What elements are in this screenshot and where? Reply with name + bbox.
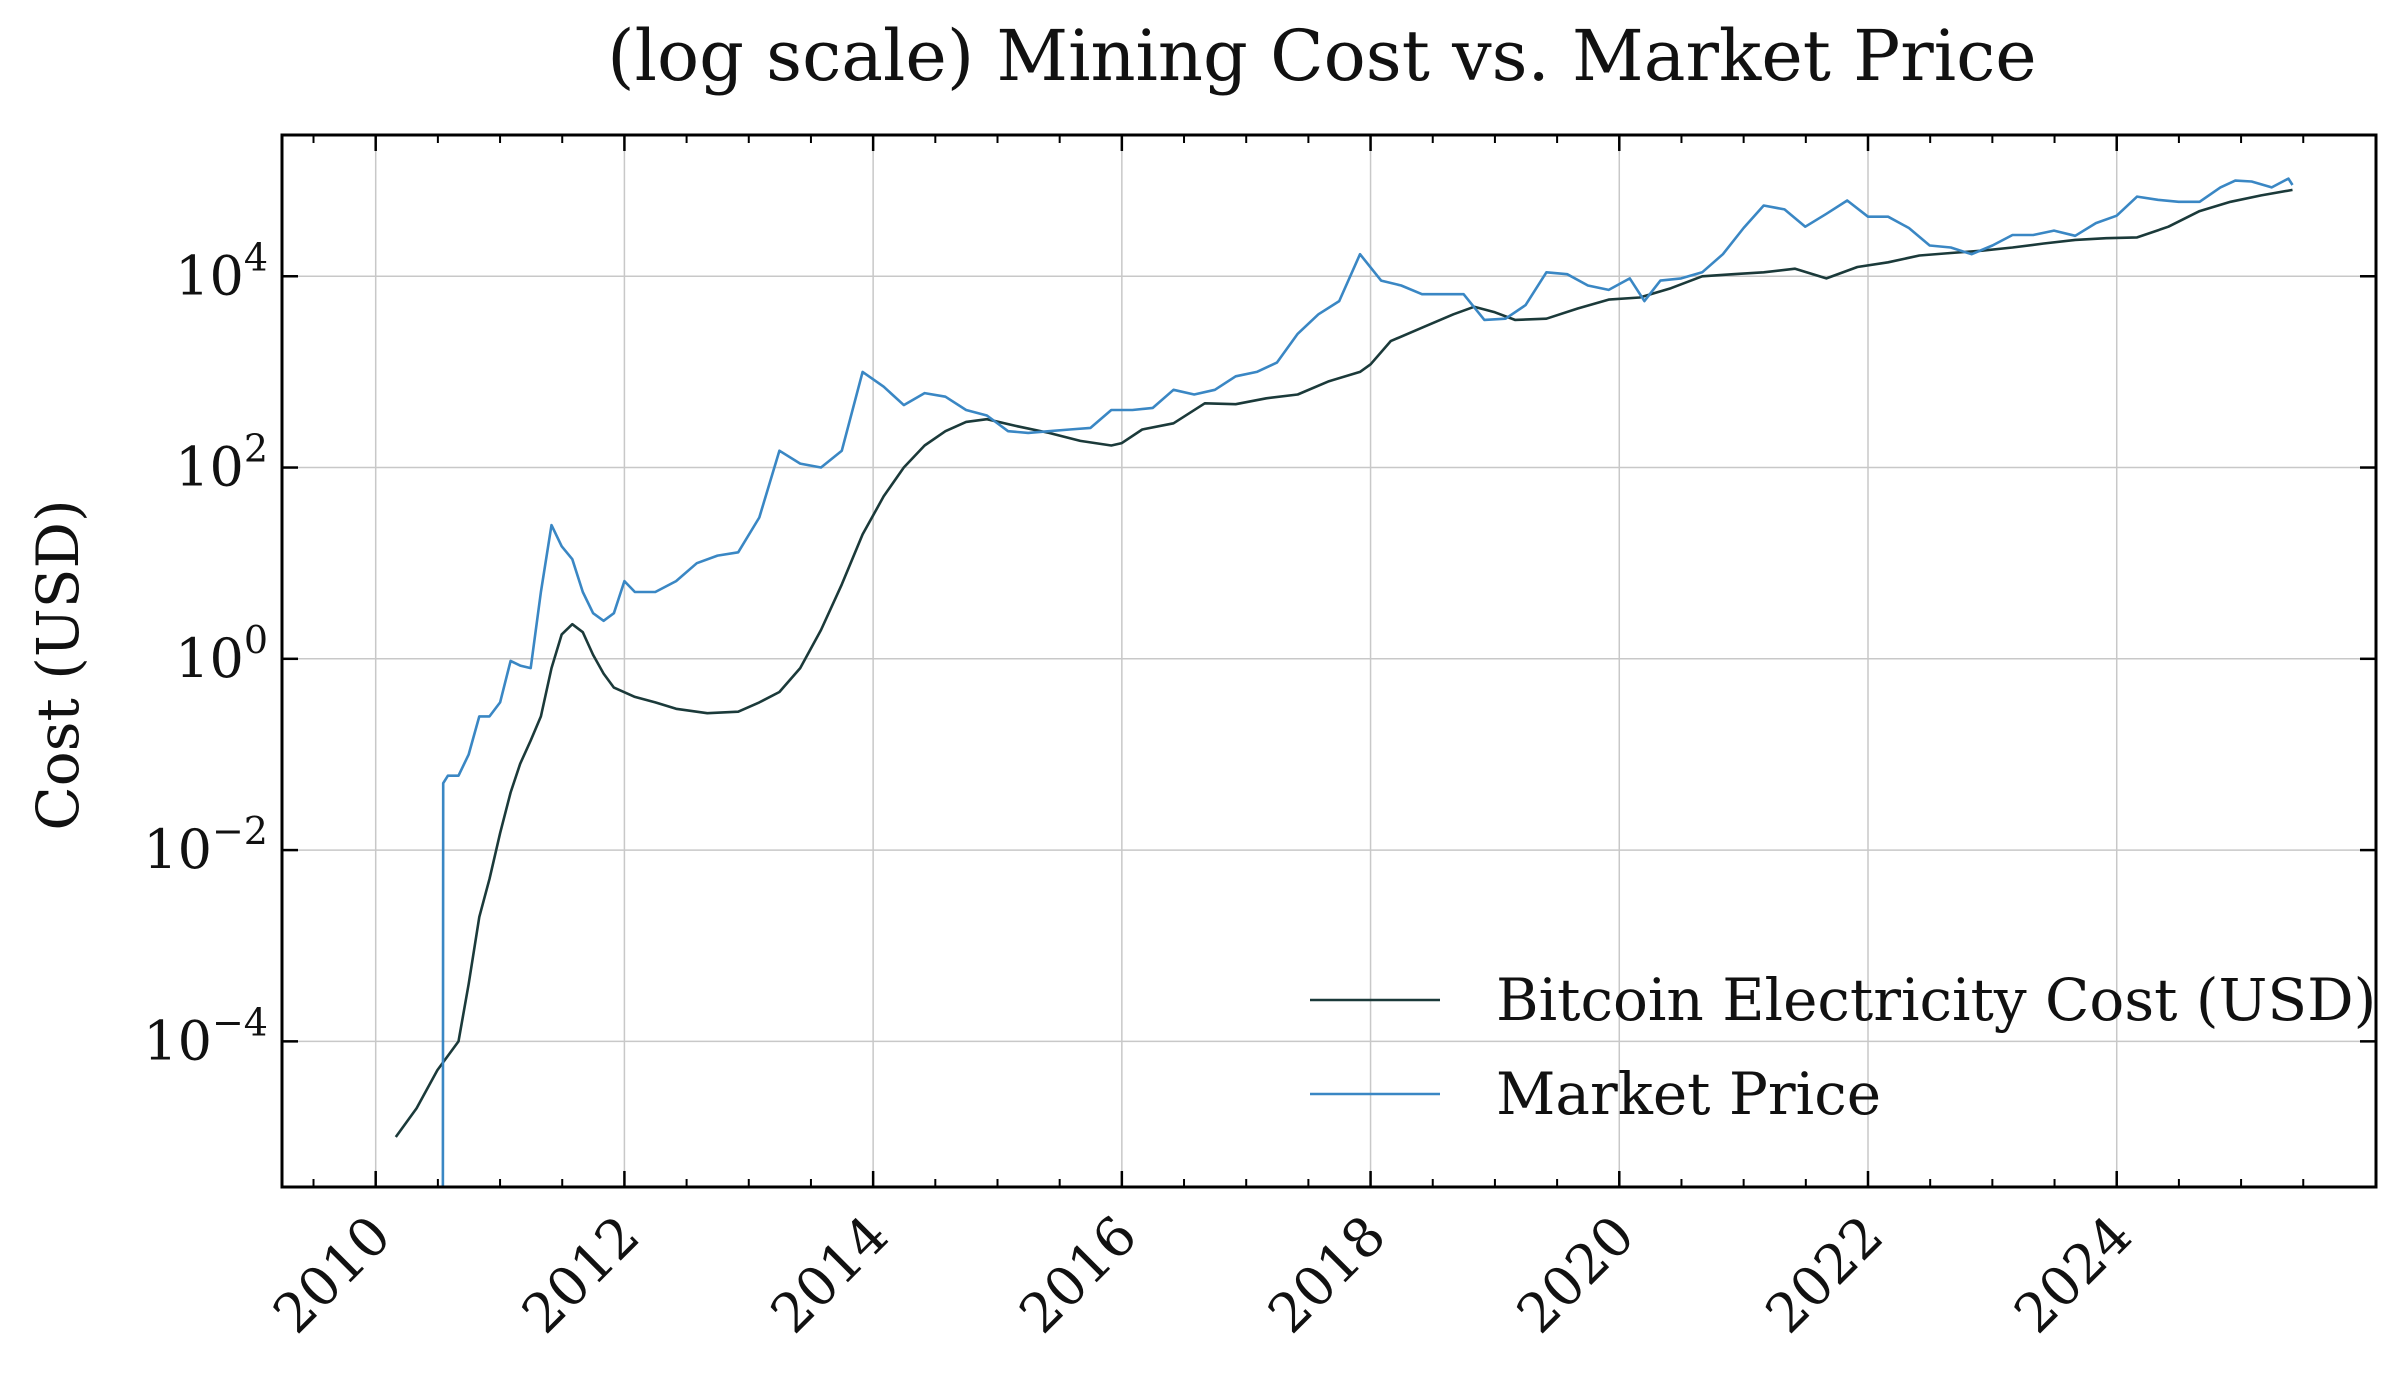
y-tick-label: 10−2 — [143, 809, 268, 881]
y-tick-label: 102 — [175, 427, 268, 499]
legend: Bitcoin Electricity Cost (USD) Market Pri… — [1310, 966, 2376, 1128]
ticks — [282, 135, 2376, 1187]
y-tick-labels: 104 102 100 10−2 10−4 — [143, 235, 268, 1072]
grid-lines — [282, 135, 2376, 1187]
y-axis-label: Cost (USD) — [24, 499, 92, 830]
series-line-2 — [441, 177, 2294, 1187]
series-layer — [394, 177, 2294, 1187]
series-line-1 — [394, 188, 2293, 1138]
y-tick-label: 104 — [175, 235, 268, 307]
y-tick-label: 10−4 — [143, 1000, 268, 1072]
legend-label: Market Price — [1496, 1060, 1881, 1128]
chart-title: (log scale) Mining Cost vs. Market Price — [607, 15, 2036, 97]
legend-label: Bitcoin Electricity Cost (USD) — [1496, 966, 2376, 1034]
y-tick-label: 100 — [175, 618, 268, 690]
plot-frame — [280, 133, 2378, 1189]
